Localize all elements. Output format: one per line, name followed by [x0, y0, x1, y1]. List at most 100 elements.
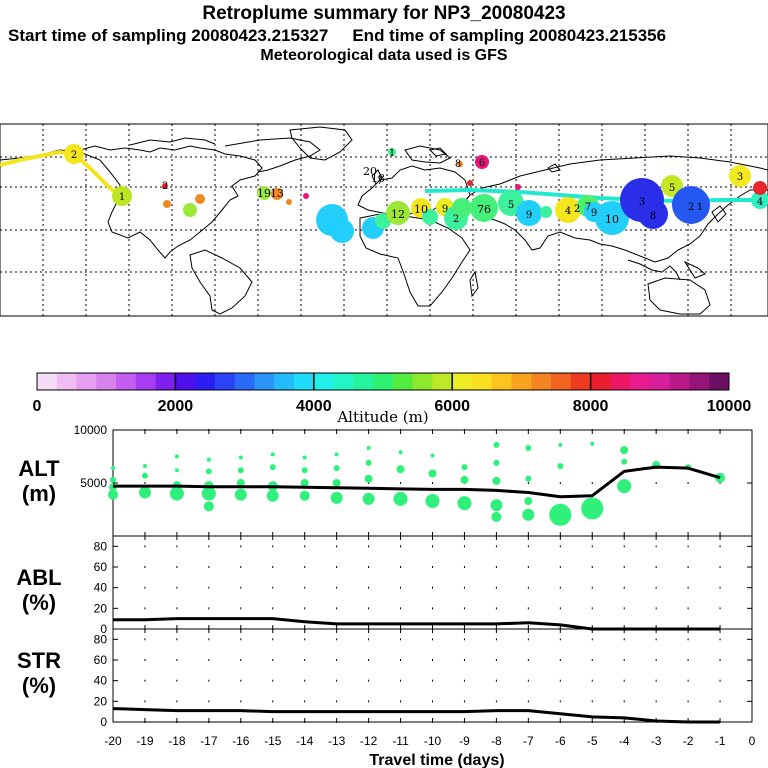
map-bubble	[470, 194, 498, 222]
map-day-label: 9	[526, 210, 532, 221]
alt-bubble	[110, 476, 116, 483]
map-day-label: 5	[669, 183, 675, 194]
str-ytick-label: 20	[94, 694, 108, 708]
alt-bubble	[490, 499, 503, 512]
x-tick-label: -5	[587, 734, 598, 748]
colorbar-tick-label: 10000	[707, 398, 752, 415]
alt-bubble	[201, 486, 216, 501]
x-tick-label: -10	[424, 734, 442, 748]
alt-bubble	[430, 453, 435, 458]
alt-bubble	[525, 445, 532, 452]
colorbar-swatch	[649, 373, 671, 390]
alt-bubble	[558, 442, 563, 447]
colorbar-tick-label: 6000	[434, 398, 470, 415]
colorbar-tick-label: 4000	[296, 398, 332, 415]
map-day-label: 18	[371, 172, 385, 185]
map-bubble	[388, 148, 396, 156]
alt-bubble	[457, 496, 472, 511]
colorbar-swatch	[471, 373, 493, 390]
alt-bubble	[524, 497, 533, 506]
colorbar-frame	[36, 372, 730, 391]
alt-bubble	[334, 452, 339, 457]
alt-bubble	[333, 465, 340, 472]
x-tick-label: -1	[715, 734, 726, 748]
alt-bubble	[174, 468, 179, 473]
alt-bubble	[621, 458, 628, 465]
alt-bubble	[549, 503, 572, 526]
x-tick-label: -3	[651, 734, 662, 748]
map-bubble	[162, 183, 168, 189]
alt-bubble	[617, 479, 632, 494]
map-day-label: 9	[442, 204, 448, 215]
map-bubble	[515, 184, 521, 190]
colorbar-swatch	[570, 373, 592, 390]
alt-bubble	[365, 459, 372, 466]
colorbar-swatch	[353, 373, 374, 390]
alt-bubble	[270, 452, 275, 457]
x-tick-label: -20	[104, 734, 122, 748]
alt-bubble	[234, 488, 247, 501]
colorbar-swatch	[551, 373, 572, 390]
alt-bubble	[174, 454, 179, 459]
colorbar-swatch	[373, 373, 394, 390]
map-day-label: 5	[508, 200, 514, 211]
colorbar-swatch	[135, 373, 157, 390]
alt-bubble	[206, 457, 211, 462]
alt-bubble	[461, 464, 468, 471]
map-day-label: 2	[453, 214, 459, 225]
x-tick-label: -14	[296, 734, 314, 748]
map-day-label: 6	[479, 158, 485, 169]
alt-bubble	[236, 479, 245, 487]
abl-ytick-label: 60	[94, 560, 108, 574]
str-ytick-label: 60	[94, 653, 108, 667]
colorbar-tick-label: 0	[33, 398, 42, 415]
colorbar-swatch	[689, 373, 710, 390]
map-bubble	[183, 203, 197, 217]
abl-ytick-label: 0	[100, 622, 107, 636]
x-tick-label: -16	[232, 734, 250, 748]
colorbar-swatch	[590, 373, 611, 390]
str-ytick-label: 40	[94, 674, 108, 688]
colorbar-swatch	[116, 373, 137, 390]
map-day-label: 8	[455, 159, 461, 170]
alt-bubble	[425, 494, 440, 509]
map-bubble	[163, 200, 171, 208]
alt-bubble	[491, 511, 502, 522]
alt-bubble	[203, 501, 214, 512]
map-bubble	[195, 194, 205, 204]
map-day-label: 4	[565, 206, 571, 217]
map-day-label: 20	[363, 165, 377, 178]
colorbar-swatch	[56, 373, 78, 390]
map-day-label: 10	[605, 213, 619, 226]
str-ylabel-top: STR	[17, 648, 61, 673]
map-day-label: 7	[377, 176, 383, 187]
met-data-text: Meteorological data used is GFS	[260, 47, 508, 64]
abl-series-line	[113, 617, 721, 631]
map-bubble	[457, 161, 463, 167]
x-tick-label: -6	[555, 734, 566, 748]
str-ytick-label: 0	[100, 715, 107, 729]
plot-title: Retroplume summary for NP3_20080423	[202, 3, 566, 24]
alt-bubble	[460, 475, 469, 484]
map-day-label: 10	[414, 203, 428, 216]
alt-plume-bubbles	[108, 441, 726, 526]
alt-bubble	[396, 465, 405, 474]
abl-panel-frame	[112, 535, 753, 630]
map-day-label: 2	[688, 202, 694, 213]
map-bubble	[638, 199, 668, 229]
alt-bubble	[266, 489, 279, 502]
colorbar-swatch	[630, 373, 651, 390]
map-bubble	[467, 180, 473, 186]
alt-bubble	[493, 441, 500, 448]
x-tick-label: -13	[328, 734, 346, 748]
alt-bubble	[237, 467, 244, 474]
alt-bubble	[301, 467, 308, 474]
alt-bubble	[362, 492, 375, 505]
x-tick-label: -17	[200, 734, 218, 748]
map-day-label: 12	[391, 208, 405, 221]
colorbar-swatch	[96, 373, 117, 390]
str-ylabel-bottom: (%)	[22, 673, 56, 698]
alt-bubble	[269, 464, 276, 471]
map-bubble	[286, 199, 292, 205]
map-bubble	[729, 165, 751, 187]
